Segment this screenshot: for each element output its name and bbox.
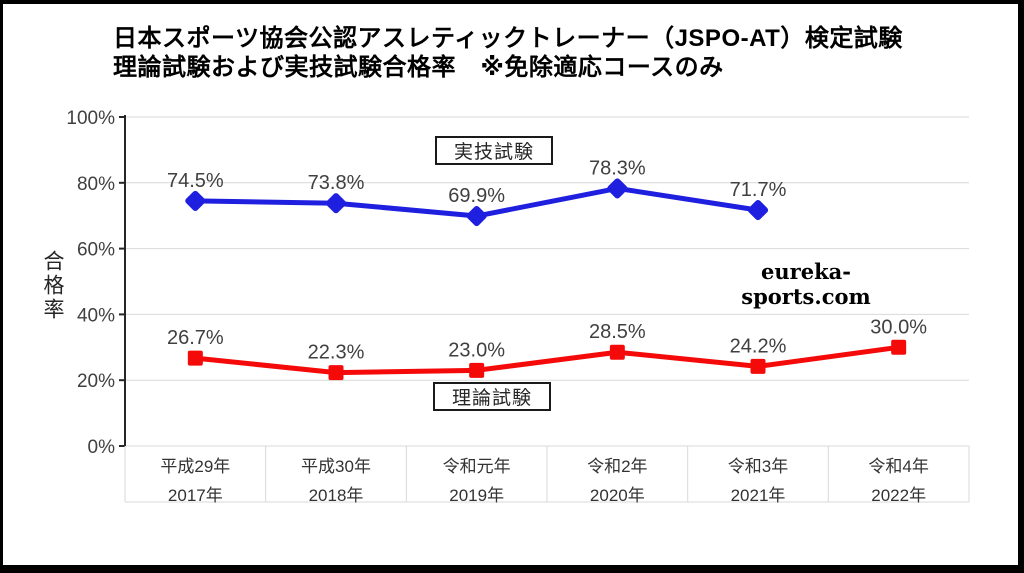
y-tick-label: 40% (77, 305, 115, 326)
x-tick-label-year: 2017年 (168, 486, 223, 505)
theory-exam-series-label-box: 理論試験 (433, 382, 551, 411)
theory-exam-data-label: 30.0% (870, 316, 927, 338)
x-tick-label-era: 令和4年 (868, 457, 928, 476)
practical-exam-marker (607, 178, 628, 199)
theory-exam-marker (469, 362, 485, 378)
theory-exam-line (192, 344, 902, 376)
x-tick-label-year: 2022年 (871, 486, 926, 505)
y-tick-label: 100% (66, 108, 115, 129)
theory-exam-marker (891, 339, 907, 355)
practical-exam-data-label: 73.8% (308, 172, 365, 194)
x-tick-label-era: 令和元年 (443, 457, 511, 476)
theory-exam-marker (328, 365, 344, 381)
y-axis-title: 合格率 (41, 250, 64, 322)
theory-exam-marker (750, 358, 766, 374)
line-chart: 0% 20% 40% 60% 80% 100% 平成29年 2017年 平成30年 2018年 令和… (66, 108, 970, 505)
practical-exam-marker (325, 193, 347, 214)
practical-exam-series-label: 実技試験 (453, 142, 534, 163)
theory-exam-data-label: 26.7% (167, 327, 224, 349)
y-tick-label: 80% (77, 174, 115, 195)
x-tick-label-era: 令和2年 (587, 457, 647, 476)
practical-exam-data-label: 69.9% (448, 185, 505, 207)
practical-exam-data-label: 74.5% (167, 170, 224, 192)
theory-exam-data-label: 22.3% (308, 342, 365, 364)
theory-exam-data-label: 28.5% (589, 321, 646, 343)
theory-exam-data-label: 24.2% (730, 335, 787, 357)
practical-exam-marker (185, 190, 206, 211)
x-tick-label-era: 令和3年 (728, 457, 788, 476)
theory-exam-marker (187, 350, 203, 366)
theory-exam-data-label: 23.0% (448, 339, 505, 361)
practical-exam-data-label: 71.7% (730, 179, 787, 201)
theory-exam-marker (609, 344, 625, 360)
practical-exam-data-label: 78.3% (589, 157, 646, 179)
x-tick-label-era: 平成30年 (301, 457, 371, 476)
theory-exam-series-label: 理論試験 (451, 388, 532, 409)
x-tick-label-year: 2020年 (590, 486, 645, 505)
y-tick-label: 20% (77, 371, 115, 392)
chart-title: 日本スポーツ協会公認アスレティックトレーナー（JSPO-AT）検定試験 理論試験… (113, 24, 903, 82)
practical-exam-series-label-box: 実技試験 (435, 136, 553, 165)
y-tick-label: 0% (88, 437, 116, 458)
practical-exam-marker (747, 200, 769, 221)
x-tick-label-era: 平成29年 (160, 457, 230, 476)
watermark-text: eureka-sports.com (741, 259, 871, 309)
chart-title-line2: 理論試験および実技試験合格率 ※免除適応コースのみ (113, 54, 724, 81)
chart-title-line1: 日本スポーツ協会公認アスレティックトレーナー（JSPO-AT）検定試験 (113, 25, 903, 52)
x-tick-label-year: 2019年 (449, 486, 504, 505)
x-tick-label-year: 2018年 (309, 486, 364, 505)
y-tick-label: 60% (77, 240, 115, 261)
practical-exam-marker (466, 205, 487, 227)
x-tick-label-year: 2021年 (731, 486, 786, 505)
